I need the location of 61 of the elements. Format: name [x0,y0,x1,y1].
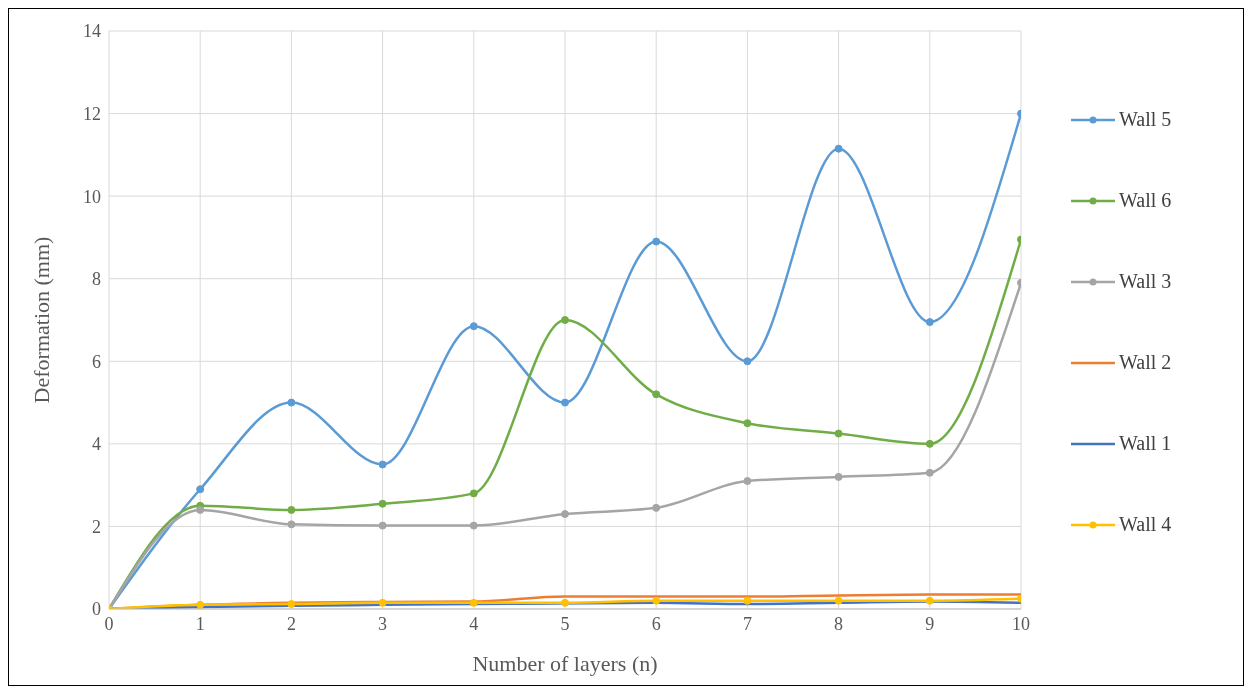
point [652,596,661,605]
legend-label: Wall 5 [1119,108,1172,131]
point [196,600,205,609]
point [378,460,387,469]
point [834,596,843,605]
point [561,398,569,407]
point [925,318,934,327]
point [469,489,478,498]
point [834,144,843,153]
point [378,521,387,530]
point [287,505,296,514]
legend-label: Wall 1 [1119,432,1172,455]
x-tick-label: 2 [286,613,296,634]
x-tick-label: 3 [378,613,388,634]
point [652,503,661,512]
point [287,520,296,529]
point [652,237,661,246]
point [196,505,205,514]
point [743,357,752,366]
x-tick-label: 10 [1012,613,1030,634]
y-tick-label: 2 [92,516,101,537]
y-tick-label: 12 [83,103,101,124]
y-tick-label: 4 [92,434,101,455]
point [834,429,843,438]
legend-label: Wall 3 [1119,270,1172,293]
point [652,390,661,399]
point [925,468,934,477]
y-tick-label: 0 [92,599,101,620]
point [743,477,752,486]
x-tick-label: 1 [195,613,205,634]
point [469,322,478,331]
point [196,485,205,494]
y-axis-title: Deformation (mm) [28,236,54,404]
point [925,439,934,448]
point [378,598,387,607]
point [743,419,752,428]
point [469,521,478,530]
x-tick-label: 5 [560,613,570,634]
y-tick-label: 6 [92,351,101,372]
legend-label: Wall 2 [1119,351,1172,374]
x-tick-label: 9 [925,613,935,634]
legend-label: Wall 6 [1119,189,1172,212]
point [378,499,387,508]
point [561,510,569,519]
x-axis-title: Number of layers (n) [472,651,658,676]
point [469,598,478,607]
point [287,600,296,609]
x-tick-label: 6 [651,613,661,634]
point [287,398,296,407]
point [743,596,752,605]
point [925,596,934,605]
legend-label: Wall 4 [1119,513,1172,536]
y-tick-label: 8 [92,269,101,290]
point [561,316,569,324]
y-tick-label: 14 [83,21,101,42]
x-tick-label: 8 [834,613,844,634]
y-tick-label: 10 [83,186,101,207]
x-tick-label: 4 [469,613,479,634]
point [834,472,843,481]
x-tick-label: 7 [742,613,752,634]
point [561,598,569,607]
